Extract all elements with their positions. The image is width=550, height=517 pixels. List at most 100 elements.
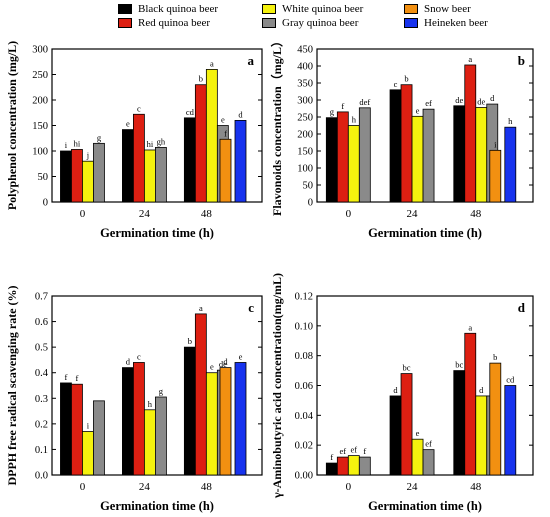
- bar: [122, 367, 134, 476]
- significance-letter: b: [199, 74, 203, 84]
- x-tick-label: 24: [139, 481, 151, 493]
- y-tick-label: 350: [297, 79, 313, 90]
- y-tick-label: 0: [43, 198, 48, 209]
- y-tick-label: 0.06: [295, 381, 313, 392]
- x-tick-label: 0: [80, 208, 86, 220]
- x-axis-label: Germination time (h): [100, 226, 214, 240]
- y-tick-label: 0.00: [295, 471, 313, 482]
- bar: [234, 120, 247, 203]
- legend-swatch: [262, 18, 276, 28]
- significance-letter: d: [490, 93, 495, 103]
- bar: [504, 385, 517, 476]
- significance-letter: f: [330, 452, 333, 462]
- legend-swatch: [118, 4, 132, 14]
- significance-letter: b: [404, 74, 408, 84]
- bar: [143, 149, 156, 203]
- significance-letter: d: [238, 109, 243, 119]
- y-tick-label: 100: [32, 147, 48, 158]
- significance-letter: f: [76, 373, 79, 383]
- bar: [325, 462, 338, 476]
- bar: [154, 396, 167, 476]
- legend-label: Red quinoa beer: [138, 17, 211, 29]
- x-tick-label: 48: [470, 481, 482, 493]
- bar: [205, 69, 218, 203]
- significance-letter: e: [126, 119, 130, 129]
- significance-letter: c: [137, 103, 141, 113]
- bar: [194, 84, 207, 203]
- bar: [411, 115, 424, 203]
- y-tick-label: 0.02: [295, 441, 313, 452]
- bar: [143, 409, 156, 476]
- x-axis-label: Germination time (h): [368, 499, 482, 513]
- significance-letter: cd: [506, 375, 515, 385]
- y-tick-label: 200: [32, 96, 48, 107]
- bar: [132, 362, 145, 476]
- y-tick-label: 0.0: [35, 471, 48, 482]
- significance-letter: bc: [455, 360, 463, 370]
- y-axis-label: γ-Aminobutyric acid concentration(mg/mL): [270, 273, 284, 499]
- bar: [453, 370, 466, 476]
- y-tick-label: 200: [297, 130, 313, 141]
- legend-swatch: [404, 4, 418, 14]
- y-tick-label: 50: [303, 181, 314, 192]
- significance-letter: d: [223, 357, 228, 367]
- x-tick-label: 0: [80, 481, 86, 493]
- bar: [347, 125, 360, 203]
- significance-letter: e: [210, 362, 214, 372]
- significance-letter: de: [455, 95, 463, 105]
- x-axis-label: Germination time (h): [368, 226, 482, 240]
- legend-label: Gray quinoa beer: [282, 17, 359, 29]
- chart-legend: Black quinoa beer Red quinoa beer White …: [0, 0, 550, 34]
- legend-swatch: [118, 18, 132, 28]
- significance-letter: b: [493, 352, 497, 362]
- bar: [453, 105, 466, 203]
- x-tick-label: 0: [346, 208, 352, 220]
- significance-letter: ef: [425, 439, 432, 449]
- legend-item-red-quinoa: Red quinoa beer: [118, 17, 210, 29]
- bar: [219, 367, 232, 476]
- x-tick-label: 48: [201, 208, 213, 220]
- y-tick-label: 100: [297, 164, 313, 175]
- significance-letter: g: [159, 386, 164, 396]
- significance-letter: gh: [157, 136, 166, 146]
- significance-letter: ef: [425, 98, 432, 108]
- bar: [336, 111, 349, 203]
- significance-letter: f: [65, 372, 68, 382]
- y-tick-label: 150: [297, 147, 313, 158]
- y-axis-label: DPPH free radical scavenging rate (%): [5, 285, 19, 485]
- significance-letter: h: [352, 115, 357, 125]
- bar: [205, 372, 218, 476]
- y-tick-label: 0.4: [35, 368, 49, 379]
- significance-letter: i: [87, 421, 90, 431]
- significance-letter: d: [479, 385, 484, 395]
- bar: [358, 456, 371, 476]
- y-tick-label: 300: [32, 45, 48, 56]
- y-tick-label: 0.6: [35, 317, 48, 328]
- bar: [183, 346, 196, 476]
- panel-label: d: [518, 300, 526, 315]
- significance-letter: c: [137, 351, 141, 361]
- legend-swatch: [404, 18, 418, 28]
- y-tick-label: 0.1: [35, 445, 48, 456]
- bar: [475, 107, 488, 203]
- y-tick-label: 0.5: [35, 343, 48, 354]
- y-tick-label: 400: [297, 62, 313, 73]
- y-tick-label: 50: [38, 172, 49, 183]
- bar: [464, 332, 477, 476]
- panel-label: b: [518, 53, 525, 68]
- y-tick-label: 0: [308, 198, 313, 209]
- bar: [219, 138, 232, 203]
- x-axis-label: Germination time (h): [100, 499, 214, 513]
- significance-letter: de: [477, 96, 485, 106]
- bar: [336, 456, 349, 476]
- bar: [389, 395, 402, 476]
- y-axis-label: Flavonoids concentration（mg/L）: [269, 35, 284, 216]
- bar: [358, 107, 371, 203]
- legend-item-heineken: Heineken beer: [404, 17, 488, 29]
- significance-letter: f: [341, 101, 344, 111]
- bar: [400, 84, 413, 203]
- significance-letter: a: [199, 303, 203, 313]
- significance-letter: d: [126, 357, 131, 367]
- x-tick-label: 0: [346, 481, 352, 493]
- y-tick-label: 300: [297, 96, 313, 107]
